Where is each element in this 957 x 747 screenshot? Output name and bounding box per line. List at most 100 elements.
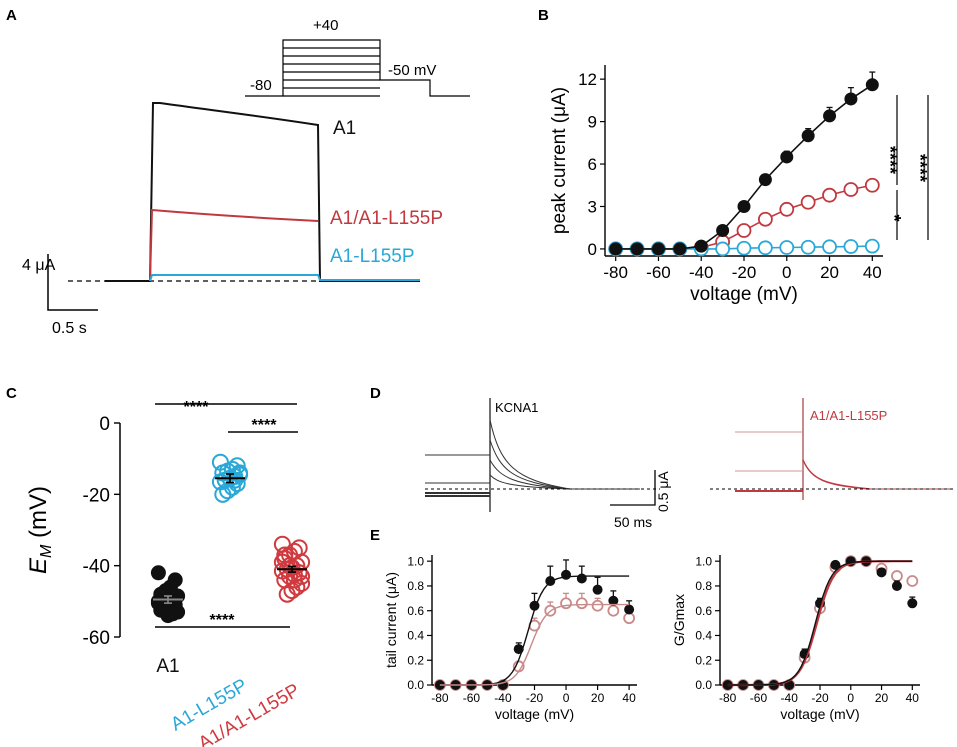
x-axis-label: voltage (mV) xyxy=(690,284,798,305)
data-point xyxy=(560,597,572,610)
trace-a1-mix xyxy=(149,208,319,282)
data-point xyxy=(864,238,880,254)
data-point xyxy=(651,242,665,256)
label-mix: A1/A1-L155P xyxy=(810,408,887,423)
x-tick-label: -20 xyxy=(811,691,829,705)
x-tick-label: 20 xyxy=(875,691,889,705)
data-point xyxy=(800,194,816,210)
trace-label-a1: A1 xyxy=(333,118,356,139)
label-kcna1: KCNA1 xyxy=(495,400,538,415)
panel-a-label: A xyxy=(6,7,17,24)
x-tick-label: -80 xyxy=(431,691,449,705)
x-tick-label: -40 xyxy=(494,691,512,705)
sig-c-3: **** xyxy=(210,612,236,629)
y-axis-label: peak current (μA) xyxy=(549,87,570,234)
data-point xyxy=(736,240,752,256)
data-point xyxy=(737,199,751,213)
data-point xyxy=(864,177,880,193)
data-point xyxy=(226,471,244,489)
data-point xyxy=(823,109,837,123)
data-point xyxy=(830,559,841,570)
data-point xyxy=(822,187,837,203)
fit-mix xyxy=(727,560,913,687)
data-point xyxy=(623,612,636,625)
y-tick-label: -20 xyxy=(83,485,110,506)
fit-a1 xyxy=(727,560,913,686)
data-point xyxy=(780,150,794,164)
sig-b-bottom: * xyxy=(884,214,904,221)
scale-bar-d xyxy=(610,470,656,506)
y-tick-label: 0.4 xyxy=(407,629,424,643)
y-tick-label: 0.2 xyxy=(407,653,424,667)
scale-current-label: 4 μA xyxy=(22,257,56,274)
y-tick-label: -40 xyxy=(83,557,110,578)
x-axis-label: voltage (mV) xyxy=(780,706,859,722)
data-point xyxy=(276,546,294,564)
sig-c-1: **** xyxy=(184,399,210,416)
data-point xyxy=(591,599,604,612)
y-tick-label: 0.8 xyxy=(407,579,424,593)
chart-b: **** **** * -80 -60 -40 -20 0 20 40 0 3 6 9 12 volta… xyxy=(549,65,930,305)
data-point xyxy=(722,680,733,690)
data-point xyxy=(624,604,635,615)
data-point xyxy=(757,240,773,256)
data-point xyxy=(906,575,919,587)
y-tick-label: 0.4 xyxy=(695,629,712,643)
voltage-protocol xyxy=(245,39,470,97)
data-point xyxy=(800,239,816,255)
chart-e-left: -80 -60 -40 -20 0 20 40 0.0 0.2 0.4 0.6 0.8 1.0 volta… xyxy=(383,554,637,722)
traces-kcna1 xyxy=(425,398,640,512)
x-tick-label: 20 xyxy=(820,263,839,282)
x-tick-label: 40 xyxy=(622,691,636,705)
x-tick-label: -80 xyxy=(719,691,737,705)
x-tick-label: -80 xyxy=(603,263,628,282)
data-point xyxy=(891,570,903,582)
x-tick-label: 0 xyxy=(563,691,570,705)
x-tick-label: 0 xyxy=(847,691,854,705)
y-tick-label: -60 xyxy=(83,628,110,649)
scale-time-label: 0.5 s xyxy=(52,320,87,337)
data-point xyxy=(779,240,795,255)
data-point xyxy=(758,173,772,187)
panel-e-label: E xyxy=(370,527,380,544)
data-point xyxy=(167,590,183,606)
panel-d-label: D xyxy=(370,385,381,402)
x-tick-label: -20 xyxy=(526,691,544,705)
y-tick-label: 0.6 xyxy=(695,604,712,618)
data-point xyxy=(592,584,603,595)
data-point xyxy=(736,223,752,238)
protocol-hold-label: -80 xyxy=(250,77,272,94)
y-axis-label: EM (mV) xyxy=(25,486,55,574)
data-point xyxy=(278,585,296,603)
trace-label-mutant: A1-L155P xyxy=(330,246,415,267)
y-tick-label: 1.0 xyxy=(695,554,712,568)
x-axis-label: voltage (mV) xyxy=(495,706,574,722)
traces-mix xyxy=(735,398,950,500)
panel-c-label: C xyxy=(6,385,17,402)
y-tick-label: 0.2 xyxy=(695,653,712,667)
y-tick-label: 12 xyxy=(578,70,597,89)
fit-mix xyxy=(439,603,630,686)
trace-a1 xyxy=(105,102,420,282)
x-tick-label: -60 xyxy=(463,691,481,705)
data-point xyxy=(715,241,731,257)
y-tick-label: 0.0 xyxy=(695,678,712,692)
category-label: A1 xyxy=(156,656,179,677)
x-tick-label: -60 xyxy=(750,691,768,705)
y-tick-label: 0.0 xyxy=(407,678,424,692)
trace-a1-l155p xyxy=(149,274,420,282)
data-point xyxy=(843,182,859,197)
x-tick-label: 40 xyxy=(906,691,920,705)
scale-d-current: 0.5 μA xyxy=(655,471,671,512)
data-point xyxy=(907,598,918,609)
data-point xyxy=(822,239,837,255)
data-point xyxy=(843,239,859,254)
data-point xyxy=(876,567,887,578)
data-point xyxy=(779,201,795,217)
y-tick-label: 9 xyxy=(588,113,597,132)
panel-b-label: B xyxy=(538,7,549,24)
data-point xyxy=(150,565,166,581)
y-axis-label: G/Gmax xyxy=(671,594,687,646)
